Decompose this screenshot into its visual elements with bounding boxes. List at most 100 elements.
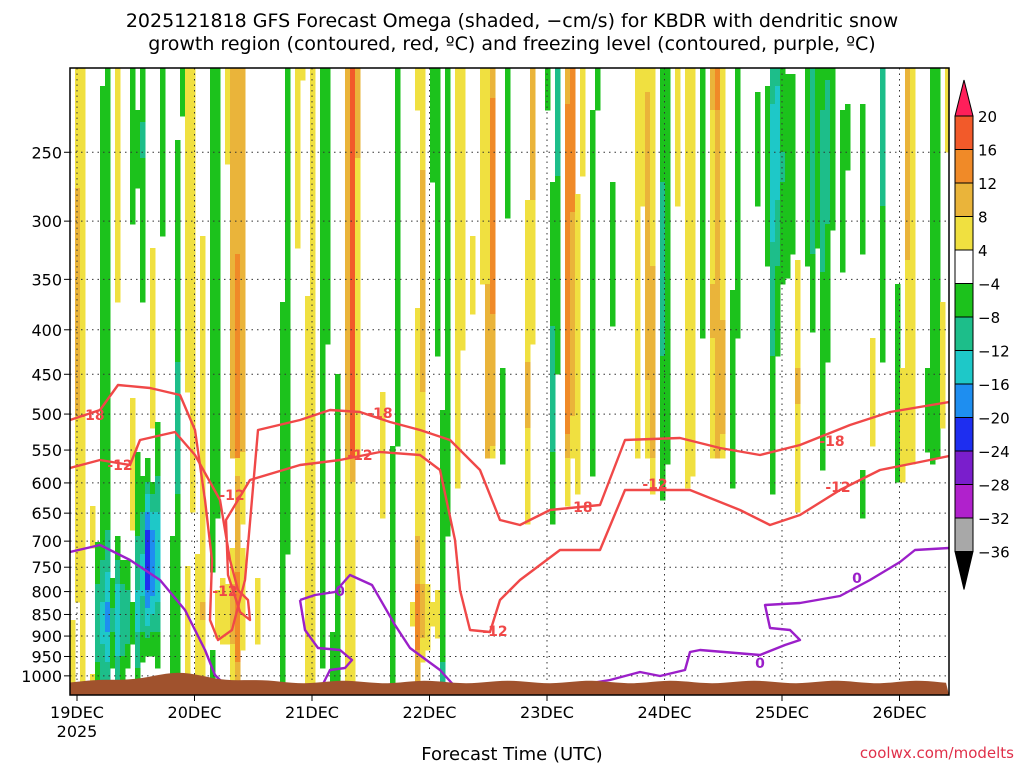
shade-cell (635, 374, 641, 381)
shade-cell (445, 290, 451, 297)
shade-cell (685, 68, 691, 75)
shade-cell (590, 416, 596, 423)
shade-cell (230, 386, 236, 393)
shade-cell (490, 110, 496, 117)
shade-cell (445, 146, 451, 153)
shade-cell (765, 224, 771, 231)
shade-cell (80, 668, 86, 675)
shade-cell (720, 248, 726, 255)
shade-cell (415, 542, 421, 549)
shade-cell (395, 194, 401, 201)
shade-cell (715, 278, 721, 285)
shade-cell (485, 332, 491, 339)
shade-cell (720, 386, 726, 393)
shade-cell (480, 212, 486, 219)
shade-cell (215, 164, 221, 171)
shade-cell (485, 410, 491, 417)
shade-cell (210, 170, 216, 177)
shade-cell (175, 470, 181, 477)
shade-cell (590, 458, 596, 465)
shade-cell (690, 242, 696, 249)
shade-cell (555, 332, 561, 339)
shade-cell (650, 458, 656, 465)
shade-cell (685, 134, 691, 141)
shade-cell (295, 116, 301, 123)
shade-cell (650, 308, 656, 315)
shade-cell (570, 308, 576, 315)
shade-cell (665, 272, 671, 279)
shade-cell (430, 122, 436, 129)
shade-cell (715, 272, 721, 279)
shade-cell (555, 194, 561, 201)
shade-cell (665, 218, 671, 225)
shade-cell (570, 350, 576, 357)
shade-cell (690, 182, 696, 189)
shade-cell (350, 368, 356, 375)
shade-cell (770, 320, 776, 327)
shade-cell (230, 260, 236, 267)
shade-cell (210, 248, 216, 255)
shade-cell (185, 86, 191, 93)
shade-cell (75, 254, 81, 261)
shade-cell (575, 482, 581, 489)
shade-cell (280, 332, 286, 339)
shade-cell (350, 422, 356, 429)
shade-cell (230, 104, 236, 111)
shade-cell (145, 464, 151, 471)
shade-cell (175, 140, 181, 147)
shade-cell (295, 164, 301, 171)
shade-cell (190, 272, 196, 279)
shade-cell (345, 92, 351, 99)
shade-cell (480, 182, 486, 189)
shade-cell (280, 398, 286, 405)
shade-cell (190, 104, 196, 111)
shade-cell (295, 218, 301, 225)
shade-cell (320, 128, 326, 135)
shade-cell (80, 314, 86, 321)
shade-cell (650, 446, 656, 453)
shade-cell (185, 230, 191, 237)
shade-cell (665, 428, 671, 435)
shade-cell (420, 176, 426, 183)
shade-cell (200, 494, 206, 501)
shade-cell (325, 182, 331, 189)
shade-cell (240, 140, 246, 147)
shade-cell (355, 134, 361, 141)
shade-cell (190, 410, 196, 417)
shade-cell (440, 530, 446, 537)
shade-cell (730, 368, 736, 375)
shade-cell (635, 428, 641, 435)
shade-cell (240, 98, 246, 105)
shade-cell (95, 590, 101, 597)
shade-cell (490, 272, 496, 279)
shade-cell (185, 626, 191, 633)
shade-cell (665, 128, 671, 135)
shade-cell (105, 488, 111, 495)
shade-cell (80, 644, 86, 651)
shade-cell (685, 482, 691, 489)
shade-cell (415, 434, 421, 441)
shade-cell (420, 542, 426, 549)
shade-cell (565, 368, 571, 375)
shade-cell (135, 632, 141, 639)
shade-cell (500, 428, 506, 435)
shade-cell (505, 74, 511, 81)
shade-cell (530, 134, 536, 141)
shade-cell (770, 314, 776, 321)
shade-cell (235, 416, 241, 423)
shade-cell (650, 278, 656, 285)
shade-cell (770, 380, 776, 387)
shade-cell (295, 122, 301, 129)
shade-cell (75, 308, 81, 315)
shade-cell (200, 296, 206, 303)
shade-cell (420, 494, 426, 501)
shade-cell (175, 590, 181, 597)
shade-cell (770, 422, 776, 429)
shade-cell (440, 458, 446, 465)
shade-cell (190, 428, 196, 435)
shade-cell (305, 368, 311, 375)
shade-cell (440, 494, 446, 501)
shade-cell (225, 626, 231, 633)
shade-cell (480, 278, 486, 285)
